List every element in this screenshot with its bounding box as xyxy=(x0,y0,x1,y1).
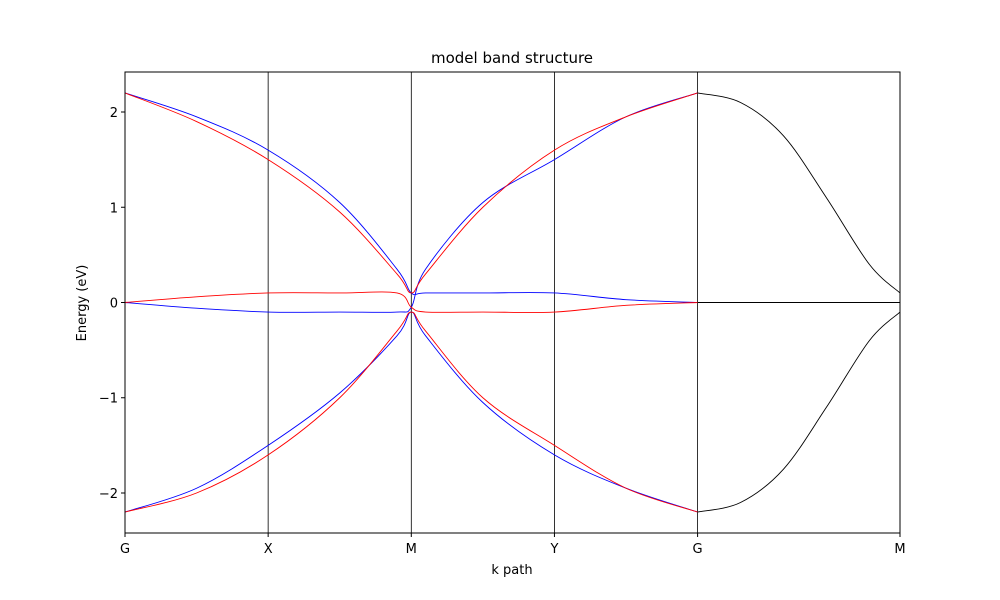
band-line-1 xyxy=(124,92,698,313)
x-axis-label: k path xyxy=(491,563,532,578)
x-tick-label-2: M xyxy=(406,542,417,557)
band-line-0 xyxy=(124,92,698,303)
y-tick-label-2: 0 xyxy=(110,297,118,312)
x-tick-label-1: X xyxy=(264,542,273,557)
y-axis-label: Energy (eV) xyxy=(75,265,90,342)
high-symmetry-lines xyxy=(267,72,698,533)
y-tick-label-3: −1 xyxy=(99,392,118,407)
band-lines xyxy=(124,92,901,513)
x-tick-label-4: G xyxy=(693,542,703,557)
x-tick-label-0: G xyxy=(120,542,130,557)
chart-title: model band structure xyxy=(431,49,593,67)
y-axis-ticks: 2 1 0 −1 −2 xyxy=(99,106,125,502)
y-tick-label-0: 2 xyxy=(110,106,118,121)
band-line-8 xyxy=(697,311,901,513)
band-line-4 xyxy=(124,291,698,313)
band-line-5 xyxy=(124,311,698,513)
y-tick-label-4: −2 xyxy=(99,487,118,502)
x-tick-label-5: M xyxy=(894,542,905,557)
x-tick-label-3: Y xyxy=(549,542,558,557)
band-line-6 xyxy=(697,92,901,294)
band-line-3 xyxy=(124,92,698,294)
y-tick-label-1: 1 xyxy=(110,201,118,216)
